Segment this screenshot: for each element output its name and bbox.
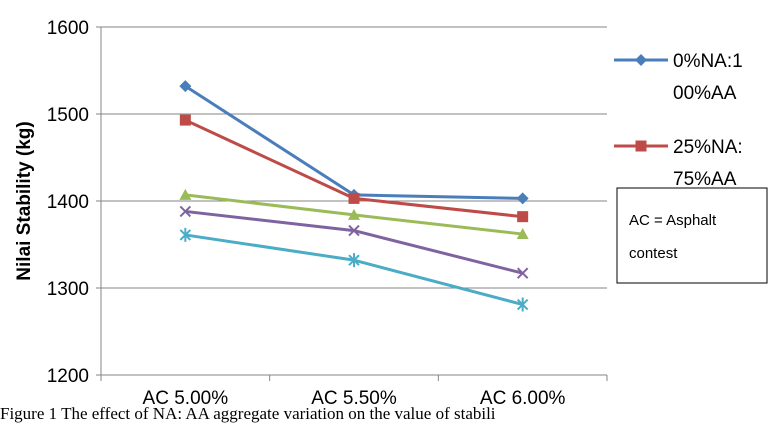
x-tick-label: AC 6.00% xyxy=(480,388,566,404)
annotation-line-2: contest xyxy=(629,245,678,262)
series-4 xyxy=(179,205,529,279)
x-tick-labels: AC 5.00% AC 5.50% AC 6.00% xyxy=(143,388,566,404)
legend-label: 0%NA:1 xyxy=(673,51,743,72)
x-tick-label: AC 5.00% xyxy=(143,388,229,404)
annotation-line-1: AC = Asphalt xyxy=(629,212,717,229)
data-point xyxy=(348,208,360,220)
y-tick-label: 1600 xyxy=(47,18,89,39)
data-point xyxy=(179,188,192,200)
series-5 xyxy=(179,227,529,312)
annotation-box: AC = Asphalt contest xyxy=(616,187,768,284)
x-tick-marks xyxy=(100,375,608,381)
data-point xyxy=(635,140,647,152)
data-point xyxy=(179,114,191,126)
data-point xyxy=(348,224,360,237)
data-point xyxy=(179,227,192,242)
data-point xyxy=(348,192,360,204)
data-point xyxy=(348,253,360,268)
legend-label: 00%AA xyxy=(673,83,737,104)
y-tick-label: 1200 xyxy=(47,366,89,387)
legend: 0%NA:1 00%AA 25%NA: 75%AA xyxy=(614,51,743,190)
data-point xyxy=(179,80,192,93)
x-tick-label: AC 5.50% xyxy=(311,388,397,404)
series-line xyxy=(185,233,524,306)
y-tick-label: 1300 xyxy=(47,279,89,300)
series-3 xyxy=(179,188,529,240)
series-2 xyxy=(179,114,529,223)
data-point xyxy=(516,297,529,312)
legend-label: 75%AA xyxy=(673,169,737,190)
legend-label: 25%NA: xyxy=(673,137,743,158)
data-point xyxy=(635,54,647,66)
data-point xyxy=(517,211,529,223)
y-axis-label: Nilai Stability (kg) xyxy=(14,121,35,280)
data-point xyxy=(516,267,529,279)
legend-item: 0%NA:1 00%AA xyxy=(614,51,743,104)
figure-caption: Figure 1 The effect of NA: AA aggregate … xyxy=(0,404,496,423)
y-tick-label: 1400 xyxy=(47,192,89,213)
series-group xyxy=(179,80,529,312)
y-tick-label: 1500 xyxy=(47,105,89,126)
data-point xyxy=(179,205,192,218)
legend-item: 25%NA: 75%AA xyxy=(614,137,743,190)
y-tick-labels: 1200 1300 1400 1500 1600 xyxy=(47,18,89,387)
data-point xyxy=(516,192,529,205)
data-point xyxy=(516,228,529,240)
